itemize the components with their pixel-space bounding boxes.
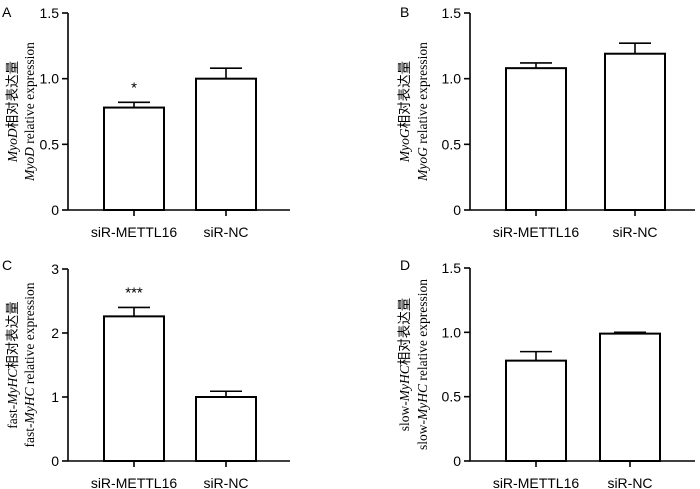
y-tick-label: 3 [51, 261, 59, 277]
significance-marker: *** [125, 284, 143, 301]
bar-sir-mettl16 [505, 359, 567, 463]
y-axis-label-cn: MyoG相对表达量 [397, 61, 412, 163]
y-axis-label-cn: MyoD相对表达量 [5, 61, 20, 163]
y-axis-label-cn: fast-MyHC相对表达量 [5, 301, 20, 429]
y-tick-label: 0.5 [40, 136, 60, 152]
y-axis-label-en-gene: MyHC [22, 386, 37, 424]
y-tick-label: 1.0 [442, 324, 462, 340]
y-axis-label-en-prefix: slow- [415, 419, 430, 450]
bar-sir-mettl16 [103, 315, 165, 462]
y-tick-label: 1 [51, 389, 59, 405]
y-tick-label: 0 [453, 453, 461, 469]
y-axis-label-en-prefix: fast- [22, 423, 37, 447]
y-tick-label: 0 [51, 453, 59, 469]
bar-sir-mettl16 [505, 67, 567, 211]
y-axis-label-en-gene: MyoG [415, 147, 430, 182]
y-axis-label-cn-gene: MyHC [5, 368, 20, 406]
y-axis-label-cn-gene: MyoD [5, 128, 20, 163]
y-axis-label-en-text: relative expression [415, 42, 430, 147]
y-axis-label-en-text: relative expression [22, 42, 37, 147]
panel-letter-c: C [2, 257, 12, 273]
panel-letter-b: B [400, 4, 409, 20]
category-label: siR-METTL16 [493, 475, 580, 489]
y-tick-label: 1.0 [442, 71, 462, 87]
y-tick-label: 1.5 [442, 260, 462, 276]
y-axis-label-cn-prefix: fast- [5, 404, 20, 428]
y-tick-label: 1.0 [40, 71, 60, 87]
y-tick-label: 1.5 [442, 5, 462, 21]
category-label: siR-METTL16 [91, 224, 178, 240]
y-axis-label-en-text: relative expression [415, 279, 430, 384]
panel-letter-d: D [400, 257, 410, 273]
y-axis-label-cn: slow-MyHC相对表达量 [397, 298, 412, 432]
y-axis-label-cn-text: 相对表达量 [397, 298, 412, 366]
y-tick-label: 2 [51, 325, 59, 341]
bar-sir-nc [195, 77, 257, 211]
category-label: siR-NC [607, 475, 652, 489]
y-axis-label-en: slow-MyHC relative expression [415, 279, 430, 450]
y-axis-label-cn-text: 相对表达量 [5, 61, 20, 129]
y-axis-label-en-text: relative expression [22, 282, 37, 387]
y-tick-label: 0.5 [442, 389, 462, 405]
y-axis-label-cn-gene: MyoG [397, 128, 412, 163]
bar-sir-nc [604, 52, 666, 211]
y-axis-label-cn-text: 相对表达量 [397, 61, 412, 129]
category-label: siR-METTL16 [91, 475, 178, 489]
y-axis-label-cn-text: 相对表达量 [5, 301, 20, 369]
y-axis-label-en-gene: MyHC [415, 383, 430, 421]
bar-sir-nc [599, 332, 661, 462]
y-axis-label-en: MyoD relative expression [22, 42, 37, 182]
y-axis-label-en-gene: MyoD [22, 147, 37, 182]
y-tick-label: 0 [453, 202, 461, 218]
panel-letter-a: A [2, 4, 12, 20]
category-label: siR-METTL16 [493, 224, 580, 240]
bar-sir-mettl16 [103, 106, 165, 211]
y-axis-label-cn-prefix: slow- [397, 401, 412, 432]
category-label: siR-NC [203, 475, 248, 489]
significance-marker: * [131, 79, 137, 96]
y-tick-label: 0 [51, 202, 59, 218]
category-label: siR-NC [203, 224, 248, 240]
y-axis-label-en: fast-MyHC relative expression [22, 282, 37, 447]
y-axis-label-cn-gene: MyHC [397, 364, 412, 402]
y-tick-label: 0.5 [442, 136, 462, 152]
bar-sir-nc [195, 396, 257, 462]
y-axis-label-en: MyoG relative expression [415, 42, 430, 182]
category-label: siR-NC [612, 224, 657, 240]
y-tick-label: 1.5 [40, 5, 60, 21]
